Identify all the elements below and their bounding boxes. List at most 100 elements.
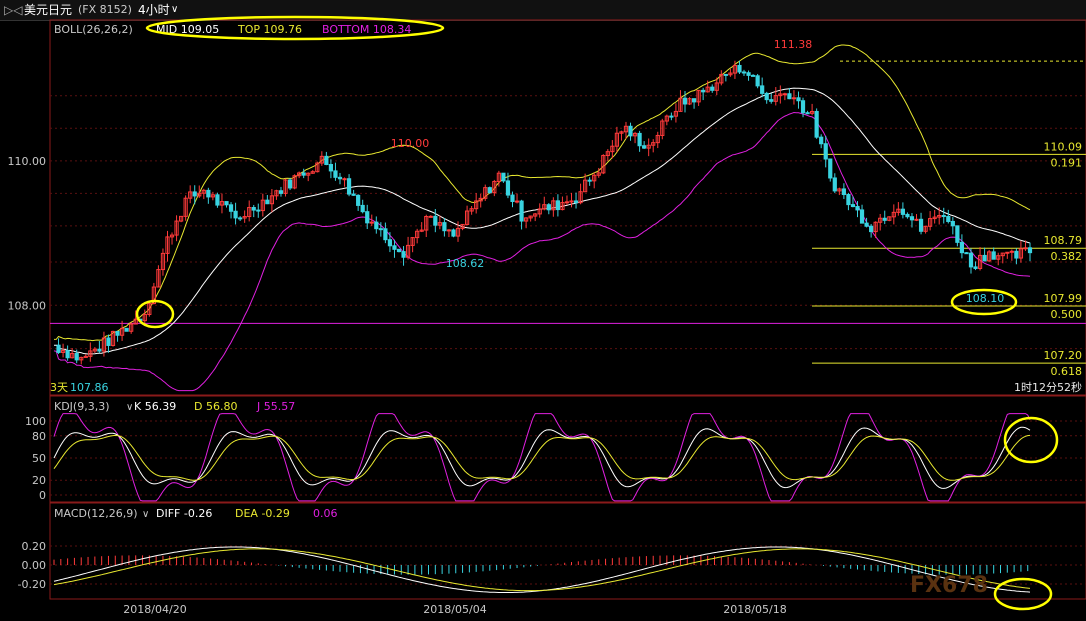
candle-body [691, 98, 697, 103]
candle-body [351, 193, 356, 196]
candle-body [79, 356, 84, 361]
candle-body [882, 217, 887, 221]
candle-body [710, 86, 715, 91]
back-icon[interactable]: ▷◁ [4, 3, 23, 17]
candle-body [914, 218, 919, 221]
candle-body [228, 204, 234, 212]
candle-body [110, 330, 116, 346]
candle-body [378, 228, 383, 231]
candle-body [410, 237, 415, 246]
candle-body [342, 178, 347, 181]
candle-body [810, 110, 815, 114]
candle-body [583, 179, 588, 193]
candle-body [932, 216, 937, 220]
low2-annotation: 108.10 [966, 292, 1005, 305]
candle-body [973, 266, 978, 269]
candle-body [991, 251, 996, 260]
boll-label: BOLL(26,26,2) [54, 23, 133, 36]
candle-body [660, 120, 665, 136]
candle-body [510, 194, 515, 203]
candle-body [415, 230, 420, 239]
candle-body [119, 327, 125, 336]
candle-body [519, 200, 524, 222]
kdj-j-value: J 55.57 [256, 400, 295, 413]
kdj-tick-label: 20 [32, 474, 46, 487]
high-annotation: 111.38 [774, 38, 813, 51]
candle-body [133, 318, 138, 325]
candle-body [928, 218, 933, 227]
candle-body [165, 236, 170, 254]
watermark: FX678 [910, 573, 988, 598]
candle-body [696, 89, 701, 103]
candle-body [918, 218, 924, 232]
date-label: 2018/05/04 [423, 603, 486, 616]
chevron-down-icon[interactable]: ∨ [171, 4, 179, 15]
candle-body [251, 207, 256, 211]
candle-body [923, 225, 928, 232]
macd-tick-label: 0.20 [22, 540, 47, 553]
candle-body [937, 215, 942, 218]
kdj-k-line [53, 426, 1031, 489]
kdj-tick-label: 0 [39, 489, 46, 502]
candle-body [800, 100, 806, 114]
candle-body [560, 202, 565, 211]
candle-body [769, 99, 774, 102]
candle-body [900, 208, 905, 215]
candle-body [151, 286, 156, 305]
candle-body [474, 200, 479, 210]
macd-chevron-down-icon: ∨ [142, 509, 149, 520]
boll-mid-value: MID 109.05 [156, 23, 219, 36]
candle-body [169, 234, 175, 238]
candle-body [142, 313, 147, 322]
candle-body [265, 199, 270, 205]
candle-body [283, 179, 288, 194]
candle-body [891, 211, 896, 218]
candle-body [1000, 252, 1005, 257]
highlight-ellipse [1003, 416, 1059, 464]
candle-body [451, 229, 456, 237]
fib-ratio-label: 0.618 [1051, 365, 1083, 378]
candle-body [233, 210, 238, 219]
candle-body [156, 269, 161, 288]
candle-body [601, 155, 606, 174]
candle-body [555, 200, 560, 211]
candle-body [455, 227, 461, 237]
candle-body [655, 134, 660, 144]
price-panel-border [49, 19, 1086, 396]
kdj-d-value: D 56.80 [194, 400, 237, 413]
candle-body [946, 215, 951, 222]
candle-body [746, 72, 751, 76]
candle-body [805, 112, 810, 115]
kdj-tick-label: 100 [25, 415, 46, 428]
candle-body [982, 254, 987, 262]
candle-body [887, 216, 892, 221]
candle-body [301, 172, 306, 176]
candle-body [346, 178, 352, 195]
candle-body [878, 217, 883, 223]
candle-body [732, 64, 738, 74]
candle-body [292, 175, 297, 189]
candle-body [664, 115, 669, 122]
candle-body [791, 97, 797, 100]
kdj-tick-label: 50 [32, 452, 46, 465]
symbol-name: 美元日元 [24, 3, 73, 17]
candle-body [215, 194, 220, 206]
candle-body [478, 197, 483, 202]
candle-body [705, 86, 710, 93]
candle-body [996, 255, 1001, 260]
candle-body [74, 353, 79, 361]
candle-body [337, 176, 343, 180]
candle-body [1009, 250, 1014, 253]
date-label: 2018/04/20 [123, 603, 186, 616]
candle-body [70, 353, 75, 359]
candle-body [573, 200, 579, 204]
candle-body [723, 73, 728, 76]
candle-body [97, 348, 102, 352]
kdj-label: KDJ(9,3,3) [54, 400, 110, 413]
period-selector[interactable]: 4小时 [138, 3, 170, 17]
candle-body [433, 215, 438, 226]
candle-body [909, 216, 915, 221]
candle-body [437, 222, 442, 226]
candle-body [950, 220, 955, 227]
candle-body [964, 252, 969, 255]
